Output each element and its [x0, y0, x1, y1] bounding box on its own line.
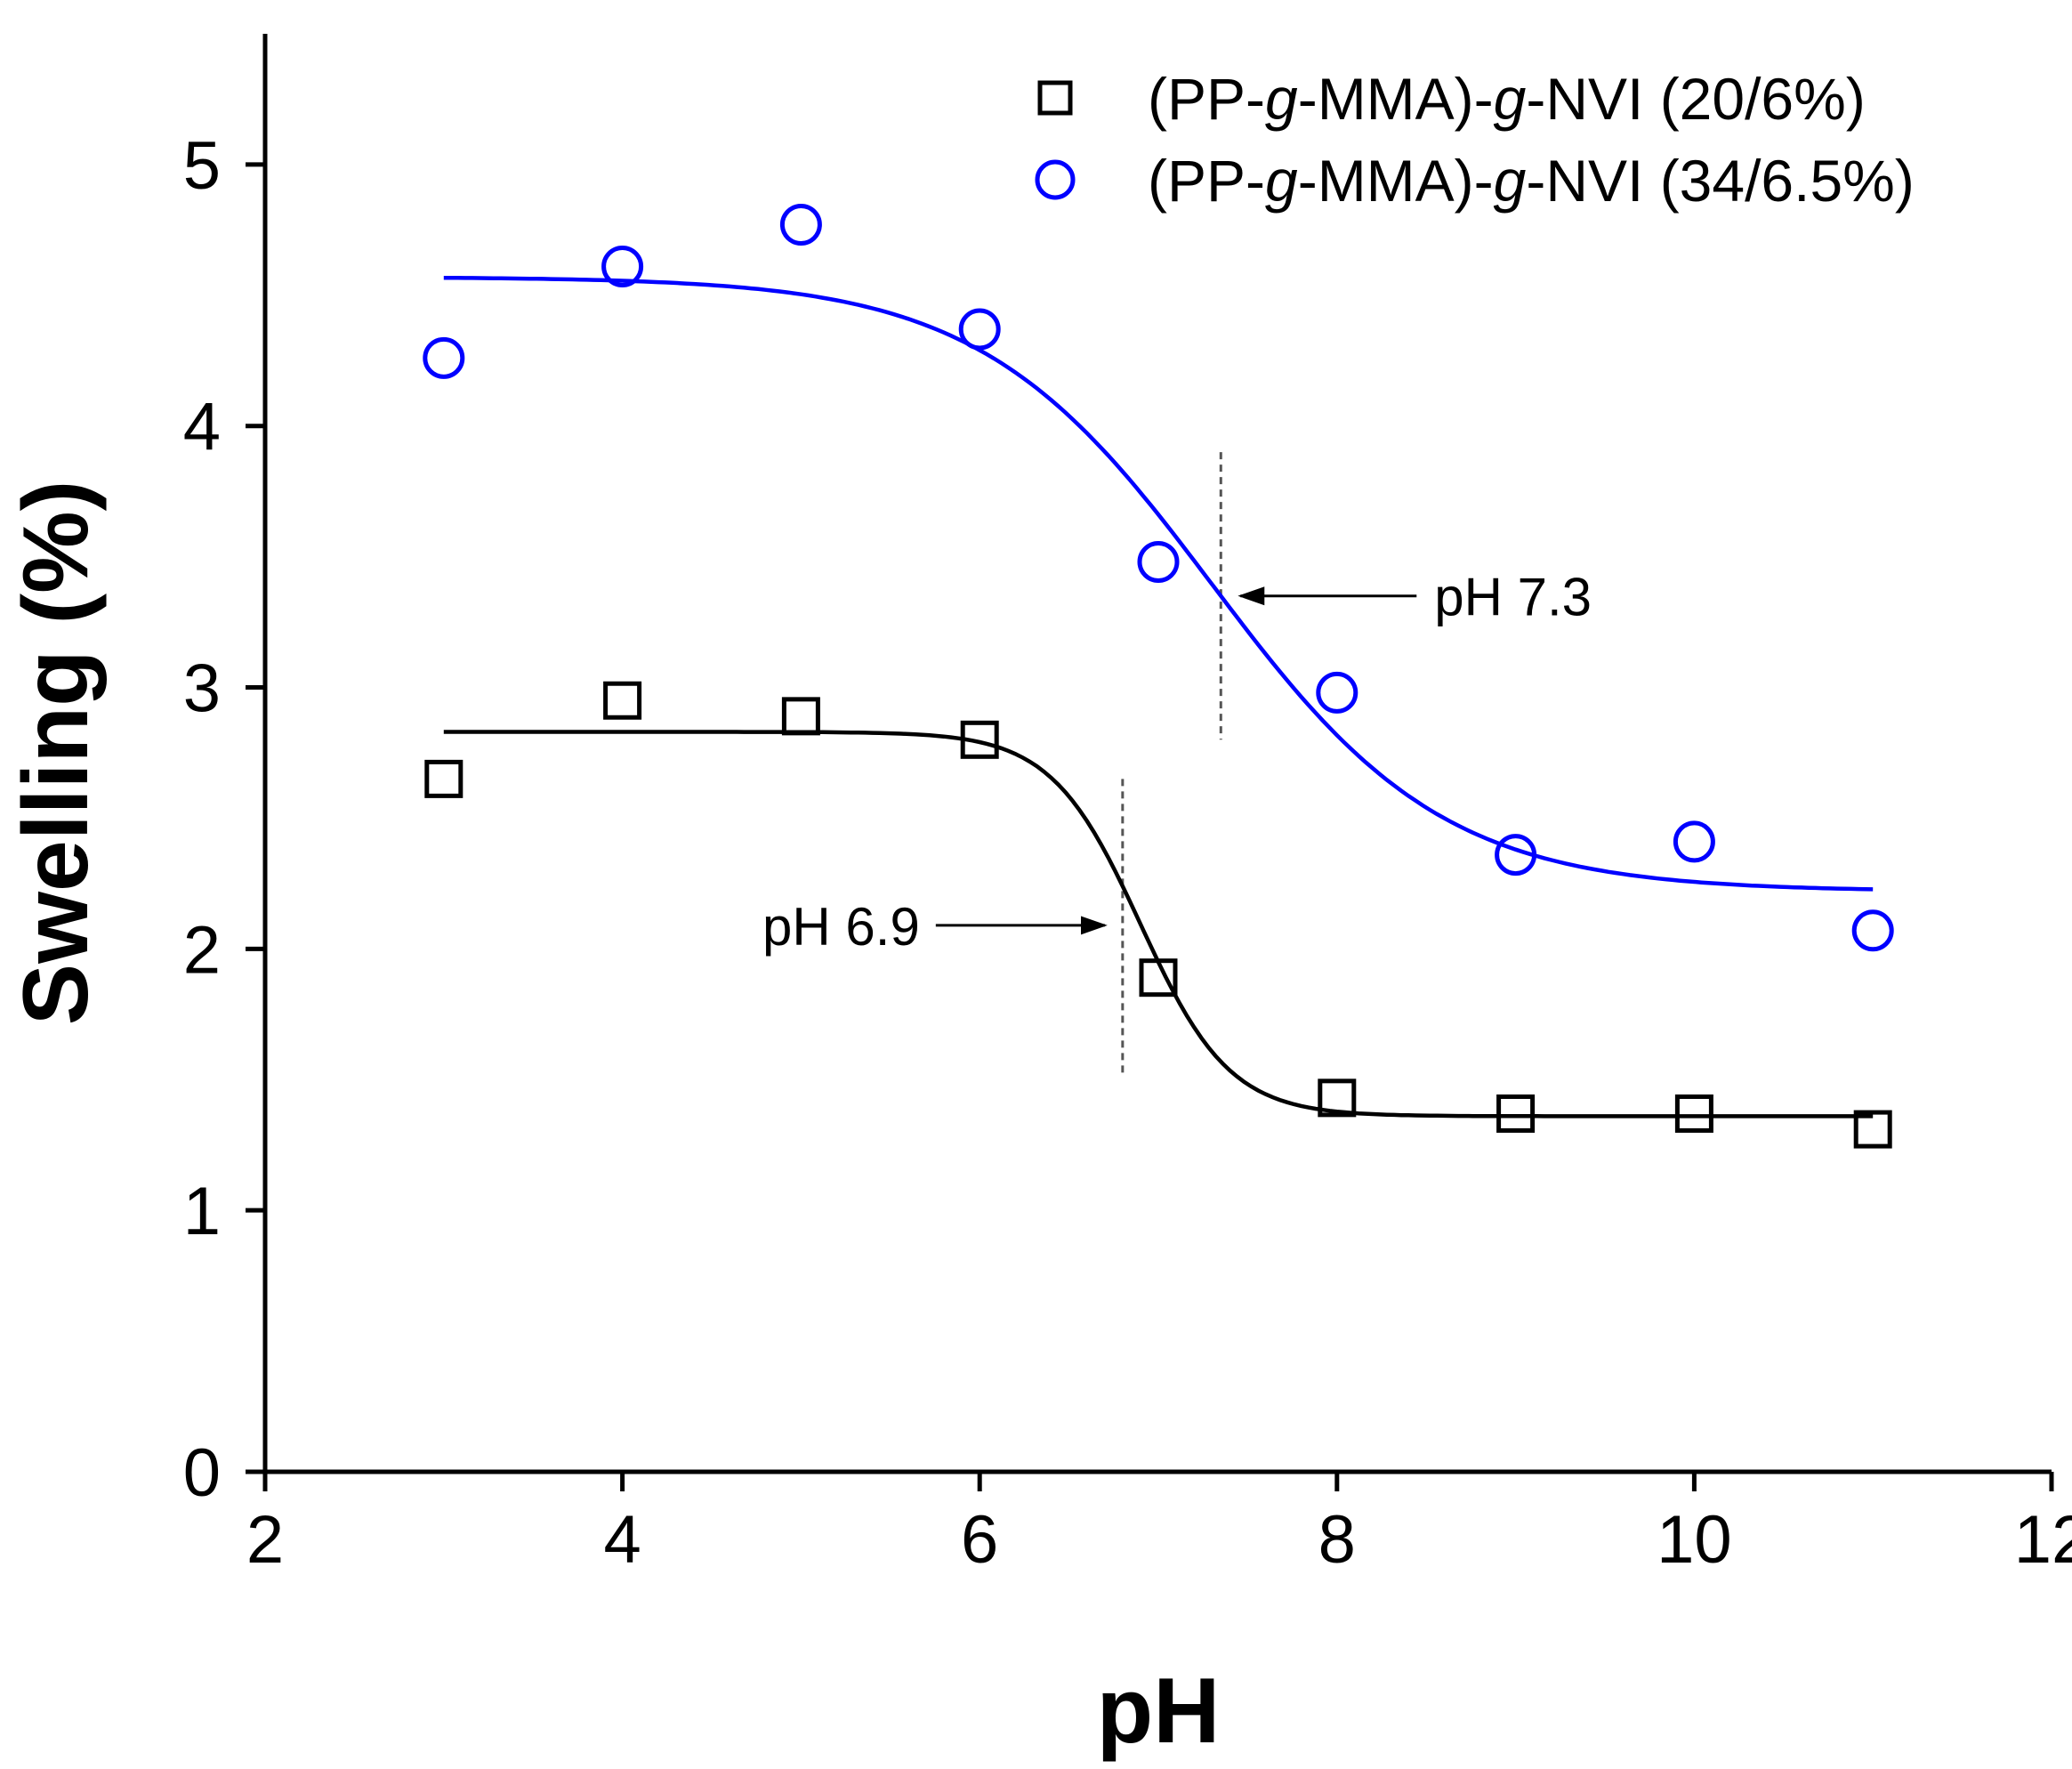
- y-tick-label: 0: [183, 1435, 221, 1511]
- data-point-square: [424, 759, 464, 798]
- fit-curves: [443, 275, 1874, 1119]
- x-tick-label: 6: [961, 1502, 998, 1578]
- legend-marker-square: [1037, 80, 1073, 116]
- legend-label: (PP-g-MMA)-g-NVI (34/6.5%): [1148, 148, 1915, 214]
- data-point-circle: [423, 336, 465, 379]
- y-tick-label: 1: [183, 1174, 221, 1249]
- data-point-square: [603, 681, 642, 720]
- y-tick-label: 2: [183, 912, 221, 988]
- y-axis-title: Swelling (%): [4, 481, 108, 1025]
- data-point-square: [1853, 1110, 1892, 1149]
- fit-curve-series-2: [443, 275, 1874, 892]
- x-tick-label: 4: [603, 1502, 641, 1578]
- legend-label-part: g: [1494, 148, 1527, 214]
- data-point-circle: [601, 245, 644, 287]
- y-tick-label: 4: [183, 390, 221, 465]
- axes: [262, 34, 2052, 1474]
- legend-label-part: g: [1265, 66, 1298, 132]
- x-axis-title: pH: [1097, 1660, 1221, 1763]
- y-tick-label: 3: [183, 651, 221, 727]
- data-point-circle: [1851, 909, 1894, 952]
- x-ticks: 2 4 6 8 10 12: [246, 1472, 2072, 1578]
- y-ticks: 0 1 2 3 4 5: [183, 128, 265, 1511]
- data-point-square: [781, 697, 820, 736]
- legend-label-part: (PP-: [1148, 66, 1265, 132]
- data-point-square: [1318, 1078, 1357, 1118]
- data-point-circle: [1137, 541, 1180, 584]
- annotation-label: pH 6.9: [762, 897, 920, 957]
- legend: (PP-g-MMA)-g-NVI (20/6%)(PP-g-MMA)-g-NVI…: [1035, 66, 1915, 214]
- x-tick-label: 8: [1318, 1502, 1356, 1578]
- legend-label-part: -MMA)-: [1298, 66, 1494, 132]
- data-point-square: [1139, 958, 1178, 998]
- data-point-circle: [779, 203, 822, 246]
- data-point-square: [1674, 1094, 1713, 1133]
- legend-label-part: (PP-: [1148, 148, 1265, 214]
- y-tick-label: 5: [183, 128, 221, 204]
- data-point-circle: [958, 308, 1001, 351]
- data-point-square: [1496, 1094, 1536, 1133]
- legend-marker-circle: [1035, 159, 1076, 200]
- x-tick-label: 2: [246, 1502, 284, 1578]
- legend-label: (PP-g-MMA)-g-NVI (20/6%): [1148, 66, 1866, 132]
- legend-label-part: g: [1494, 66, 1527, 132]
- fit-curve-series-1: [443, 730, 1874, 1119]
- data-point-circle: [1495, 834, 1537, 876]
- data-point-square: [960, 720, 999, 759]
- legend-label-part: -NVI (34/6.5%): [1526, 148, 1914, 214]
- legend-label-part: -MMA)-: [1298, 148, 1494, 214]
- data-point-circle: [1673, 820, 1715, 863]
- data-point-circle: [1316, 671, 1358, 714]
- annotations: pH 7.3 pH 6.9: [762, 452, 1592, 1075]
- annotation-label: pH 7.3: [1434, 568, 1592, 627]
- legend-label-part: g: [1265, 148, 1298, 214]
- data-points: [423, 203, 1894, 1149]
- x-tick-label: 12: [2014, 1502, 2072, 1578]
- x-tick-label: 10: [1657, 1502, 1732, 1578]
- legend-label-part: -NVI (20/6%): [1526, 66, 1865, 132]
